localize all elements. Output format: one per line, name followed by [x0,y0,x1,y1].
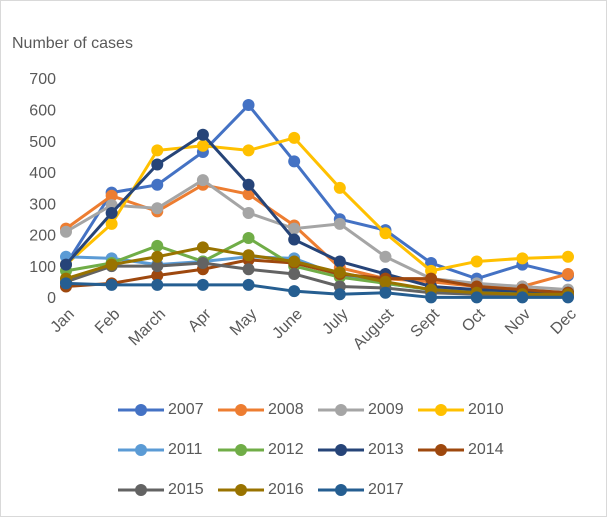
legend-marker [335,484,347,496]
data-point [196,278,209,291]
data-point [151,178,164,191]
legend-marker [135,404,147,416]
series-line [64,132,569,295]
series-line [65,178,569,292]
data-point [60,277,72,290]
y-tick-label: 300 [29,196,56,213]
series-line [65,258,569,295]
data-point [288,255,301,268]
data-point [562,250,574,263]
legend-label: 2016 [268,481,304,498]
legend-label: 2007 [168,401,204,418]
legend-marker [435,444,447,456]
data-point [151,202,164,215]
data-point [242,99,255,112]
y-tick-label: 100 [29,259,56,276]
y-tick-label: 0 [47,290,56,307]
legend-label: 2013 [368,441,404,458]
data-point [60,225,72,238]
legend-label: 2009 [368,401,404,418]
data-point [105,278,118,291]
data-point [333,217,346,230]
data-point [242,206,255,219]
series-line [65,261,568,298]
data-point [516,252,529,265]
legend-marker [135,484,147,496]
data-point [288,222,301,235]
data-point [288,155,301,168]
data-point [196,139,209,152]
y-tick-label: 400 [29,165,56,182]
data-point [470,255,483,268]
legend-label: 2011 [168,441,203,458]
chart-title: Number of cases [12,35,133,52]
legend-label: 2010 [468,401,504,418]
data-point [151,269,164,282]
legend-marker [335,404,347,416]
legend-label: 2008 [268,401,304,418]
data-point [105,217,118,230]
legend-marker [335,444,347,456]
data-point [288,233,301,246]
data-point [333,255,346,268]
data-point [288,131,301,144]
legend-label: 2017 [368,481,404,498]
data-point [470,291,483,304]
data-point [105,189,118,202]
data-point [242,249,255,262]
data-point [242,231,255,244]
legend-marker [235,484,247,496]
data-point [151,250,164,263]
legend-marker [435,404,447,416]
y-tick-label: 700 [29,71,56,88]
data-point [379,275,392,288]
data-point [151,260,164,273]
legend-label: 2012 [268,441,304,458]
data-point [151,278,164,291]
data-point [105,206,118,219]
data-point [562,291,574,304]
data-point [242,188,255,201]
data-point [151,158,164,171]
legend-marker [235,404,247,416]
legend-marker [135,444,147,456]
y-tick-label: 500 [29,134,56,151]
data-point [105,258,118,271]
data-point [379,250,392,263]
data-point [151,239,164,252]
legend-label: 2014 [468,441,504,458]
data-point [333,288,346,301]
data-point [196,241,209,254]
series-line [65,281,568,299]
data-point [196,128,209,141]
data-point [196,174,209,187]
legend-marker [235,444,247,456]
data-point [242,178,255,191]
legend-label: 2015 [168,481,204,498]
data-point [60,258,72,271]
data-point [242,144,255,157]
series-line [65,245,568,296]
data-point [242,278,255,291]
data-point [333,266,346,279]
data-point [242,263,255,276]
series-line [64,102,569,281]
data-point [425,272,438,285]
data-point [425,291,438,304]
data-point [151,144,164,157]
data-point [516,291,529,304]
data-point [379,286,392,299]
data-point [288,285,301,298]
data-point [196,257,209,270]
y-tick-label: 600 [29,103,56,120]
y-tick-label: 200 [29,228,56,245]
series-line [65,136,569,273]
data-point [562,267,574,280]
data-point [333,181,346,194]
data-point [288,267,301,280]
data-point [379,227,392,240]
